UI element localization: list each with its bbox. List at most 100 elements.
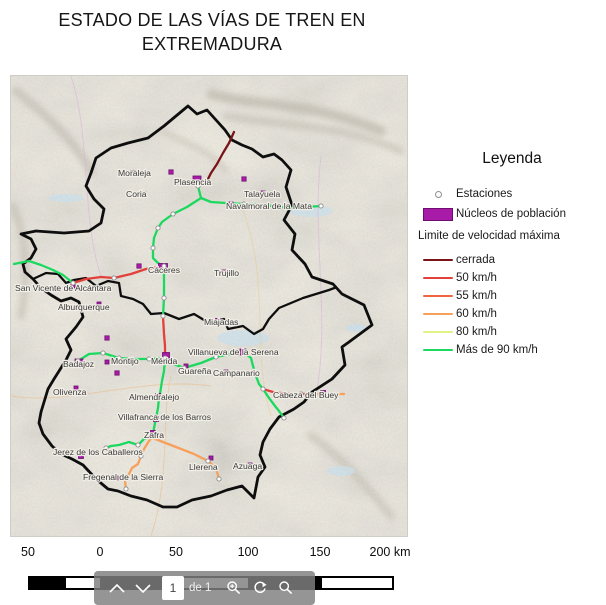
province-boundary	[32, 271, 338, 336]
station-marker	[241, 201, 247, 207]
population-nucleus	[168, 169, 174, 175]
city-label-cabeza-del-buey: Cabeza del Buey	[273, 390, 339, 400]
zoom-button[interactable]	[221, 576, 247, 600]
city-marker-miajadas	[215, 318, 221, 324]
station-marker	[318, 203, 324, 209]
station-marker	[213, 354, 219, 360]
population-nucleus	[136, 263, 142, 269]
city-label-plasencia: Plasencia	[174, 177, 211, 187]
city-marker-campanario	[223, 369, 229, 375]
legend-item-mas-de-90-km-h: Más de 90 km/h	[420, 341, 604, 359]
railway-50-km-h	[71, 265, 168, 285]
scalebar-segment	[321, 577, 393, 589]
railway-50-km-h	[261, 387, 313, 396]
magnifier-plus-icon	[227, 581, 241, 595]
city-label-llerena: Llerena	[189, 462, 218, 472]
city-label-montijo: Montijo	[111, 356, 139, 366]
station-marker	[100, 350, 106, 356]
city-label-alburquerque: Alburquerque	[58, 302, 110, 312]
city-marker-moraleja	[130, 170, 136, 176]
city-label-villafranca-de-los-barros: Villafranca de los Barros	[118, 412, 211, 422]
legend-item-label: 55 km/h	[456, 290, 497, 302]
legend-item-60-km-h: 60 km/h	[420, 305, 604, 323]
legend-line-swatch	[423, 258, 453, 262]
station-marker	[170, 211, 176, 217]
city-marker-azuaga	[247, 462, 253, 468]
legend-item-estaciones: Estaciones	[420, 184, 604, 204]
legend-item-55-km-h: 55 km/h	[420, 287, 604, 305]
legend-stations-label: Estaciones	[456, 188, 513, 200]
railway-mas-de-90-km-h	[104, 434, 155, 450]
city-label-azuaga: Azuaga	[233, 461, 262, 471]
city-label-badajoz: Badajoz	[63, 359, 94, 369]
population-nucleus	[114, 370, 120, 376]
legend-item-nucleos: Núcleos de población	[420, 204, 604, 224]
map-canvas: Moraleja Coria Plasencia Talayuela Navalmora…	[11, 76, 407, 536]
page-down-button[interactable]	[130, 576, 156, 600]
title-line-2: EXTREMADURA	[141, 34, 283, 55]
legend-item-cerrada: cerrada	[420, 251, 604, 269]
scalebar-label: 50	[169, 545, 183, 559]
legend-item-label: Más de 90 km/h	[456, 344, 538, 356]
city-label-zafra: Zafra	[144, 430, 164, 440]
city-marker-jerez-de-los-caballeros	[78, 453, 84, 459]
station-marker	[150, 433, 156, 439]
city-label-almendralejo: Almendralejo	[129, 392, 179, 402]
city-label-merida: Mérida	[151, 356, 177, 366]
city-label-caceres: Cáceres	[148, 265, 180, 275]
station-marker	[181, 365, 187, 371]
legend-nuclei-label: Núcleos de población	[456, 208, 566, 220]
legend-item-50-km-h: 50 km/h	[420, 269, 604, 287]
scalebar-label: 150	[309, 545, 331, 559]
city-label-villanueva-de-la-serena: Villanueva de la Serena	[188, 347, 279, 357]
railway-mas-de-90-km-h	[199, 196, 323, 210]
magnifier-icon	[279, 581, 293, 595]
station-marker	[116, 355, 122, 361]
station-marker	[216, 476, 222, 482]
city-marker-navalmoral-de-la-mata	[228, 201, 234, 207]
station-marker	[153, 415, 159, 421]
city-label-trujillo: Trujillo	[214, 268, 239, 278]
legend-item-label: cerrada	[456, 254, 495, 266]
station-marker	[75, 358, 81, 364]
railway-60-km-h	[151, 436, 221, 481]
city-label-navalmoral-de-la-mata: Navalmoral de la Mata	[226, 201, 312, 211]
station-marker	[138, 453, 144, 459]
railway-60-km-h	[123, 434, 155, 491]
page-up-button[interactable]	[104, 576, 130, 600]
city-marker-montijo	[104, 359, 110, 365]
station-marker	[146, 356, 152, 362]
scalebar-segment	[65, 577, 101, 589]
page-number-input[interactable]: 1	[162, 576, 184, 600]
railway-mas-de-90-km-h	[261, 387, 286, 420]
legend-speed-rows: cerrada 50 km/h 55 km/h 60 km/h 80 km/h Más d…	[420, 251, 604, 359]
station-marker	[123, 486, 129, 492]
city-label-san-vicente-de-alcantara: San Vicente de Alcántara	[15, 283, 112, 293]
population-nucleus-swatch	[423, 207, 453, 221]
search-button[interactable]	[273, 576, 299, 600]
scalebar-labels: 50 0 50 100 150 200 km	[0, 545, 606, 561]
refresh-button[interactable]	[247, 576, 273, 600]
rotate-icon	[254, 581, 267, 593]
city-label-campanario: Campanario	[213, 368, 260, 378]
map-viewport: Moraleja Coria Plasencia Talayuela Navalmora…	[10, 75, 408, 537]
legend-item-label: 60 km/h	[456, 308, 497, 320]
legend-line-swatch	[423, 348, 453, 352]
population-nucleus	[241, 176, 247, 182]
station-marker	[298, 391, 304, 397]
station-marker	[195, 183, 201, 189]
station-marker	[281, 415, 287, 421]
city-marker-olivenza	[73, 385, 79, 391]
chevron-up-icon	[109, 583, 125, 593]
city-marker-talayuela	[260, 190, 266, 196]
viewer-toolbar: 1 de 1	[94, 571, 315, 605]
station-marker	[156, 395, 162, 401]
legend-item-label: 50 km/h	[456, 272, 497, 284]
city-marker-trujillo	[221, 269, 227, 275]
station-marker	[161, 263, 167, 269]
station-marker	[111, 275, 117, 281]
station-marker	[162, 355, 168, 361]
legend-speed-header: Limite de velocidad máxima	[418, 230, 560, 242]
legend-line-swatch	[423, 294, 453, 298]
title-line-1: ESTADO DE LAS VÍAS DE TREN EN	[58, 10, 366, 30]
